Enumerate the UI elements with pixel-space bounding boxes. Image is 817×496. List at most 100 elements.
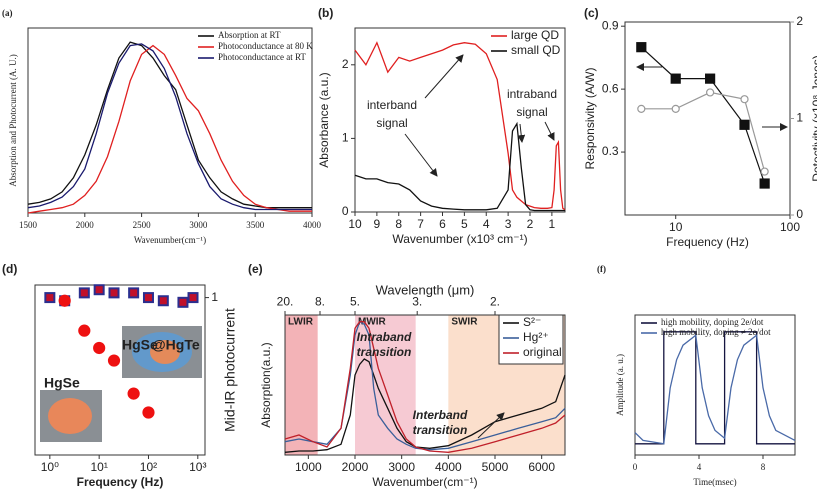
x-tick-label: 10² (140, 460, 157, 474)
annotation: transition (413, 423, 468, 437)
y2-axis-label: Detectivity (x10⁸ Jones) (810, 55, 817, 181)
legend-box (498, 314, 564, 365)
marker (739, 119, 750, 130)
marker (740, 95, 749, 104)
x-tick-label: 6 (439, 217, 446, 231)
x-tick-label: 1 (549, 217, 556, 231)
y-axis-label: Absorption(a.u.) (259, 342, 273, 427)
marker (108, 287, 120, 299)
annotation: interband (367, 98, 417, 112)
legend-label: S²⁻ (523, 315, 541, 329)
annotation: signal (516, 105, 547, 119)
panel-label: (e) (248, 262, 263, 276)
marker (142, 406, 155, 419)
x-tick-label: 3000 (388, 460, 415, 474)
series-line (640, 46, 766, 184)
annotation: @HgTe (152, 337, 200, 353)
panel-5: 0 4 8 (f) Time(msec) Amplitude (a. u.) high mo… (597, 264, 796, 487)
marker (637, 104, 646, 113)
series-line (635, 331, 795, 445)
panel-3: 10⁰ 10¹ 10² 10³ 1 (d) Frequency (Hz) Mid-IR pho… (2, 262, 238, 489)
marker (187, 292, 199, 304)
panel-0: 1500 2000 2500 3000 3500 4000 (a) Wavenumber(cm… (2, 8, 322, 245)
series-line (634, 333, 796, 445)
panel-label: (b) (318, 6, 333, 20)
x-tick-label: 2 (527, 217, 534, 231)
x2-axis-label: Wavelength (μm) (376, 282, 475, 297)
marker (93, 341, 106, 355)
legend-label: original (523, 345, 562, 359)
x-axis-label: Wavenumber(cm⁻¹) (134, 235, 206, 245)
x-axis-label: Frequency (Hz) (666, 235, 749, 249)
x2-tick-label: 5. (350, 294, 360, 308)
x-tick-label: 3 (505, 217, 512, 231)
x-tick-label: 9 (374, 217, 381, 231)
x-tick-label: 7 (417, 217, 424, 231)
x-tick-label: 3500 (246, 220, 265, 230)
marker (705, 73, 716, 84)
arrow (517, 123, 526, 143)
marker (636, 42, 647, 53)
x-tick-label: 5000 (482, 460, 509, 474)
x-tick-label: 4 (483, 217, 490, 231)
x-tick-label: 1000 (295, 460, 322, 474)
x-tick-label: 1500 (19, 220, 38, 230)
inset-core-shell (122, 326, 202, 378)
y-tick-label: 0.9 (602, 18, 619, 32)
x2-tick-label: 20. (277, 294, 294, 308)
marker (670, 73, 681, 84)
x-axis-label: Wavenumber (x10³ cm⁻¹) (392, 232, 527, 246)
marker (706, 88, 715, 97)
panel-label: (d) (2, 262, 17, 276)
region-label: SWIR (451, 317, 478, 328)
region-label: MWIR (358, 317, 387, 328)
x2-tick-label: 2. (490, 294, 500, 308)
y-tick-label: 0.3 (602, 144, 619, 158)
panel-label: (a) (2, 8, 13, 18)
marker (93, 284, 105, 296)
x-axis-label: Wavenumber(cm⁻¹) (372, 475, 477, 489)
y-axis-label: Absorption and Photocurrent (A. U.) (8, 54, 18, 186)
y-axis-label: Responsivity (A/W) (583, 67, 597, 169)
region (285, 315, 318, 455)
marker (58, 294, 71, 307)
marker (157, 295, 169, 307)
x-tick-label: 8 (761, 462, 766, 472)
x-axis-label: Time(msec) (693, 477, 736, 487)
y2-tick-label: 2 (796, 14, 803, 28)
x-tick-label: 2000 (76, 220, 95, 230)
panel-2: 10 100 0.3 0.6 0.9 0 1 2 (c) Frequency (Hz) Respon… (583, 6, 817, 249)
y-tick-label: 0 (342, 204, 349, 218)
legend-label: Photoconductance at 80 K (218, 41, 313, 51)
x-tick-label: 10 (348, 217, 362, 231)
legend-label: large QD (511, 28, 559, 42)
x-tick-label: 4000 (435, 460, 462, 474)
x-tick-label: 2000 (342, 460, 369, 474)
annotation: Intraband (357, 330, 412, 344)
annotation: Interband (413, 408, 468, 422)
x-tick-label: 10³ (189, 460, 206, 474)
y2-tick-label: 1 (796, 111, 803, 125)
series-line (27, 43, 312, 211)
arrow (404, 133, 438, 177)
annotation: transition (357, 345, 412, 359)
panel-label: (f) (597, 264, 606, 274)
annotation: signal (376, 116, 407, 130)
arrow (424, 54, 464, 99)
x-tick-label: 10 (669, 220, 683, 234)
panel-label: (c) (584, 6, 599, 20)
series-line (354, 41, 566, 211)
x-tick-label: 100 (780, 220, 800, 234)
marker (78, 287, 90, 299)
x-tick-label: 4000 (303, 220, 322, 230)
legend-label: high mobility, doping ≠ 2e/dot (661, 327, 771, 337)
y2-tick-label: 0 (796, 207, 803, 221)
x-tick-label: 6000 (528, 460, 555, 474)
inset-core (40, 390, 102, 442)
y-tick-label: 2 (342, 57, 349, 71)
plot-frame (34, 284, 206, 456)
marker (127, 387, 140, 400)
marker (177, 296, 189, 308)
marker (760, 167, 769, 176)
